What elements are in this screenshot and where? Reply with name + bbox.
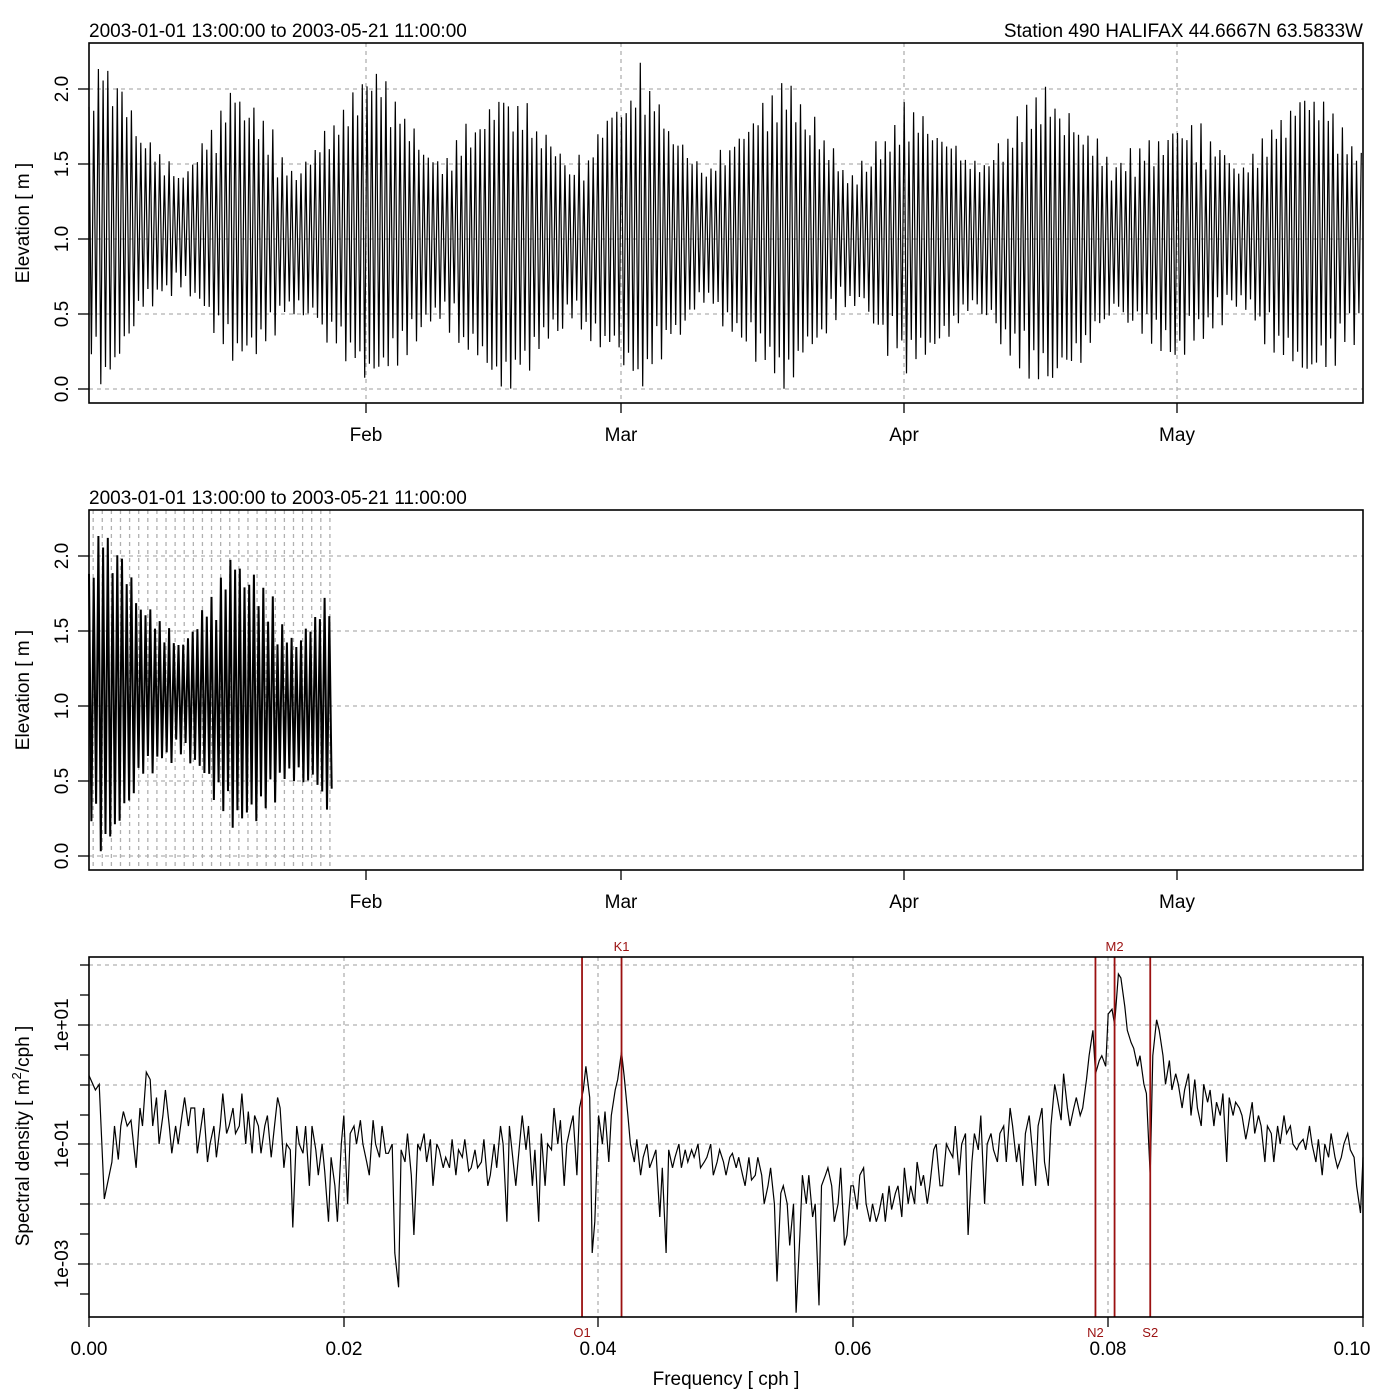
x-tick-label: Mar	[605, 425, 638, 446]
x-tick-label: Feb	[350, 425, 383, 446]
y-tick-label: 2.0	[52, 76, 73, 102]
panel1-time-range: 2003-01-01 13:00:00 to 2003-05-21 11:00:…	[89, 21, 467, 42]
x-tick-label: Apr	[889, 892, 919, 913]
panel3-y-axis-title: Spectral density [ m2/cph ]	[9, 1026, 34, 1247]
y-tick-label: 1e+01	[52, 998, 73, 1051]
panel-elevation-full: 2003-01-01 13:00:00 to 2003-05-21 11:00:…	[13, 21, 1364, 446]
x-tick-label: Mar	[605, 892, 638, 913]
panel3-y-axis: 1e-03 1e-01 1e+01 Spectral density [ m2/…	[9, 964, 89, 1295]
y-tick-label: 0.5	[52, 301, 73, 327]
x-tick-label: 0.08	[1090, 1339, 1127, 1360]
panel1-y-axis-title: Elevation [ m ]	[13, 163, 34, 283]
x-tick-label: 0.10	[1334, 1339, 1371, 1360]
x-tick-label: May	[1159, 425, 1195, 446]
x-tick-label: Apr	[889, 425, 919, 446]
panel3-grid	[89, 957, 1363, 1317]
y-tick-label: 1e-01	[52, 1120, 73, 1169]
y-tick-label: 1.0	[52, 693, 73, 719]
x-tick-label: May	[1159, 892, 1195, 913]
panel2-x-axis: Feb Mar Apr May	[350, 870, 1195, 913]
y-tick-label: 0.5	[52, 768, 73, 794]
y-tick-label: 1.0	[52, 226, 73, 252]
x-tick-label: Feb	[350, 892, 383, 913]
panel2-y-axis-title: Elevation [ m ]	[13, 630, 34, 750]
y-tick-label: 0.0	[52, 843, 73, 869]
x-tick-label: 0.04	[580, 1339, 617, 1360]
panel1-y-axis: 0.0 0.5 1.0 1.5 2.0 Elevation [ m ]	[13, 76, 89, 402]
y-tick-label: 1e-03	[52, 1240, 73, 1289]
x-tick-label: 0.06	[835, 1339, 872, 1360]
constituent-label-n2: N2	[1087, 1325, 1104, 1340]
y-tick-label: 2.0	[52, 543, 73, 569]
panel1-station-label: Station 490 HALIFAX 44.6667N 63.5833W	[1004, 21, 1363, 42]
y-tick-label: 1.5	[52, 618, 73, 644]
elevation-segment-series	[88, 535, 333, 852]
panel2-frame	[88, 509, 1364, 871]
constituent-label-s2: S2	[1142, 1325, 1158, 1340]
y-tick-label: 1.5	[52, 151, 73, 177]
panel3-x-axis: 0.00 0.02 0.04 0.06 0.08 0.10 Frequency …	[71, 1317, 1371, 1390]
constituent-markers: O1 K1 N2 M2 S2	[573, 939, 1158, 1340]
constituent-label-k1: K1	[614, 939, 630, 954]
panel2-time-range: 2003-01-01 13:00:00 to 2003-05-21 11:00:…	[89, 488, 467, 509]
constituent-label-o1: O1	[573, 1325, 590, 1340]
panel3-frame	[88, 956, 1364, 1318]
elevation-series	[88, 62, 1362, 389]
panel2-y-axis: 0.0 0.5 1.0 1.5 2.0 Elevation [ m ]	[13, 543, 89, 869]
panel-elevation-segment: 2003-01-01 13:00:00 to 2003-05-21 11:00:…	[13, 488, 1364, 913]
panel1-frame	[88, 42, 1364, 404]
panel1-x-axis: Feb Mar Apr May	[350, 403, 1195, 446]
panel3-x-axis-title: Frequency [ cph ]	[653, 1369, 800, 1390]
y-tick-label: 0.0	[52, 376, 73, 402]
x-tick-label: 0.02	[326, 1339, 363, 1360]
constituent-label-m2: M2	[1106, 939, 1124, 954]
x-tick-label: 0.00	[71, 1339, 108, 1360]
panel-spectrum: O1 K1 N2 M2 S2 1e-03 1e-01 1e+01 Spectral de…	[9, 939, 1370, 1390]
spectrum-series	[88, 972, 1364, 1313]
